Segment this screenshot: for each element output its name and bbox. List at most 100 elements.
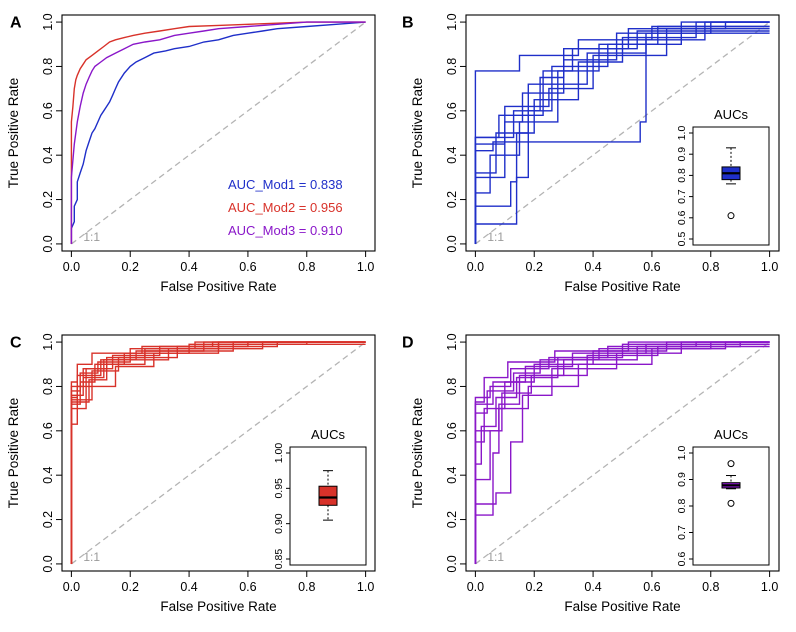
panel-letter-c: C	[10, 334, 22, 351]
inset-y-tick-label: 0.9	[676, 472, 688, 487]
auc-label-mod2: AUC_Mod2 = 0.956	[228, 200, 343, 215]
inset-y-tick-label: 1.0	[676, 446, 688, 461]
auc-inset: AUCs 0.6 0.7 0.8 0.9 1.0	[676, 427, 770, 566]
y-tick-label: 1.0	[445, 333, 459, 350]
cv-roc-curve-10	[474, 21, 770, 244]
x-tick-label: 0.4	[180, 580, 197, 594]
x-axis-title: False Positive Rate	[564, 599, 680, 614]
x-tick-label: 0.0	[467, 260, 484, 274]
y-tick-label: 1.0	[445, 13, 459, 30]
panel-b: B 1:1 0.0 0.2 0.4 0.6 0.8 1.0 0.0 0.2 0.4 0.6 0.8 1.0…	[402, 13, 780, 294]
inset-y-tick-label: 0.95	[273, 478, 285, 499]
y-tick-label: 0.0	[41, 235, 55, 252]
cv-roc-curve-5	[474, 343, 770, 564]
inset-y-tick-label: 0.9	[676, 147, 688, 162]
x-tick-label: 1.0	[761, 580, 778, 594]
box-iqr	[318, 485, 338, 506]
x-tick-label: 0.2	[122, 260, 139, 274]
x-tick-label: 0.2	[122, 580, 139, 594]
panel-c: C 1:1 0.0 0.2 0.4 0.6 0.8 1.0 0.0 0.2 0.4 0.6 0.8 1.0…	[6, 333, 376, 614]
plot-frame	[465, 14, 780, 252]
cv-roc-curve-8	[474, 343, 770, 564]
y-tick-label: 0.8	[41, 378, 55, 395]
box-outlier	[727, 212, 735, 220]
x-tick-label: 0.2	[526, 580, 543, 594]
plot-frame	[465, 334, 780, 572]
x-tick-label: 0.4	[180, 260, 197, 274]
y-tick-label: 0.2	[41, 191, 55, 208]
inset-y-tick-label: 0.90	[273, 513, 285, 534]
inset-y-tick-label: 0.7	[676, 189, 688, 204]
inset-title: AUCs	[311, 427, 345, 442]
y-tick-label: 0.4	[41, 466, 55, 483]
x-tick-label: 0.6	[643, 580, 660, 594]
cv-roc-curve-10	[70, 341, 366, 564]
panel-a: A 1:1 AUC_Mod1 = 0.838 AUC_Mod2 = 0.956 AUC_…	[6, 13, 376, 294]
y-axis-title: True Positive Rate	[6, 78, 21, 189]
x-tick-label: 0.6	[239, 580, 256, 594]
auc-label-mod1: AUC_Mod1 = 0.838	[228, 177, 343, 192]
x-tick-label: 0.4	[584, 580, 601, 594]
auc-label-mod3: AUC_Mod3 = 0.910	[228, 223, 343, 238]
y-tick-label: 0.2	[445, 191, 459, 208]
diagonal-label: 1:1	[83, 230, 100, 244]
diagonal-reference-line	[70, 341, 367, 565]
diagonal-label: 1:1	[83, 550, 100, 564]
cv-roc-curve-7	[474, 25, 770, 244]
roc-curve-mod2	[70, 21, 366, 244]
y-tick-label: 1.0	[41, 13, 55, 30]
inset-title: AUCs	[714, 427, 748, 442]
y-tick-label: 0.6	[445, 102, 459, 119]
inset-y-tick-label: 0.8	[676, 168, 688, 183]
inset-y-tick-label: 0.7	[676, 525, 688, 540]
x-tick-label: 1.0	[357, 580, 374, 594]
diagonal-reference-line	[474, 21, 771, 245]
diagonal-reference-line	[70, 21, 367, 245]
x-tick-label: 0.8	[298, 260, 315, 274]
y-axis-title: True Positive Rate	[6, 398, 21, 509]
diagonal-reference-line	[474, 341, 771, 565]
y-axis-title: True Positive Rate	[410, 398, 425, 509]
cv-roc-curve-6	[474, 341, 770, 564]
cv-roc-curve-9	[474, 341, 770, 564]
panel-letter-d: D	[402, 334, 414, 351]
x-tick-label: 0.0	[467, 580, 484, 594]
x-axis-title: False Positive Rate	[564, 279, 680, 294]
cv-roc-curve-10	[474, 341, 770, 564]
y-tick-label: 0.0	[445, 555, 459, 572]
y-axis-title: True Positive Rate	[410, 78, 425, 189]
plot-frame	[61, 334, 376, 572]
x-tick-label: 1.0	[357, 260, 374, 274]
x-tick-label: 0.0	[63, 260, 80, 274]
x-tick-label: 0.0	[63, 580, 80, 594]
cv-roc-curve-2	[474, 30, 770, 244]
inset-y-tick-label: 0.5	[676, 232, 688, 247]
x-tick-label: 1.0	[761, 260, 778, 274]
plot-frame	[61, 14, 376, 252]
y-tick-label: 0.6	[41, 422, 55, 439]
x-axis-title: False Positive Rate	[160, 279, 276, 294]
auc-inset: AUCs 0.5 0.6 0.7 0.8 0.9 1.0	[676, 107, 770, 247]
x-tick-label: 0.6	[239, 260, 256, 274]
x-tick-label: 0.8	[702, 580, 719, 594]
cv-roc-curve-2	[70, 343, 366, 564]
y-tick-label: 0.4	[445, 466, 459, 483]
y-tick-label: 0.6	[445, 422, 459, 439]
x-axis-title: False Positive Rate	[160, 599, 276, 614]
x-tick-label: 0.2	[526, 260, 543, 274]
x-tick-label: 0.4	[584, 260, 601, 274]
cv-roc-curve-6	[474, 21, 770, 244]
y-tick-label: 0.2	[41, 511, 55, 528]
cv-roc-curve-8	[474, 32, 770, 244]
cv-roc-curve-4	[70, 341, 366, 564]
y-tick-label: 0.4	[445, 146, 459, 163]
inset-y-tick-label: 0.8	[676, 499, 688, 514]
cv-roc-curve-9	[474, 21, 770, 244]
y-tick-label: 0.8	[445, 58, 459, 75]
x-tick-label: 0.6	[643, 260, 660, 274]
cv-roc-curve-5	[474, 21, 770, 244]
roc-curve-mod1	[70, 21, 366, 244]
box-outlier	[727, 460, 735, 468]
y-tick-label: 0.8	[41, 58, 55, 75]
